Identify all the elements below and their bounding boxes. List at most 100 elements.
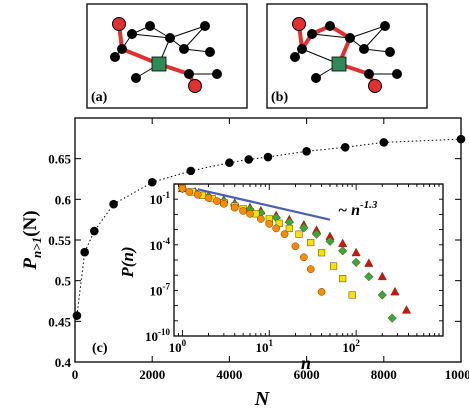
y-axis-title-main: P (20, 258, 41, 271)
graph-node (184, 69, 194, 79)
inset-y-tick-exp: -4 (163, 236, 171, 246)
inset-data-point-diamond (325, 236, 335, 246)
inset-x-tick-exp: 1 (269, 338, 274, 348)
inset-data-point-circle (178, 184, 187, 193)
inset-data-point-diamond (377, 290, 387, 300)
inset-data-point-circle (306, 265, 315, 274)
inset-x-tick-base: 10 (342, 340, 355, 355)
inset-y-tick-base: 10 (150, 192, 163, 207)
graph-edge (131, 33, 171, 39)
x-tick-label: 0 (72, 367, 79, 382)
graph-node (325, 21, 335, 31)
graph-node (311, 73, 321, 83)
inset-x-tick-label: 102 (342, 338, 360, 355)
highlighted-node (188, 79, 202, 93)
inset-data-point-triangle (390, 286, 400, 296)
inset-points (177, 183, 412, 323)
inset-y-tick-label: 10-4 (150, 236, 171, 253)
panel-b-label: (b) (271, 90, 288, 105)
main-data-point (456, 134, 466, 144)
panel-a: (a) (86, 3, 248, 109)
inset-data-point-square (330, 262, 338, 270)
y-tick-label: 0.65 (48, 152, 71, 167)
inset-data-point-square (295, 230, 303, 238)
network-graph-b (290, 17, 402, 93)
inset-data-point-diamond (364, 272, 374, 282)
inset-fit-line (197, 188, 331, 221)
inset-y-tick-label: 10-10 (145, 327, 170, 344)
central-square-node (151, 56, 167, 72)
graph-edge (169, 25, 206, 39)
main-data-point (147, 177, 157, 187)
inset-data-point-square (339, 275, 347, 283)
inset-x-tick-base: 10 (169, 340, 182, 355)
inset-y-tick-label: 10-1 (150, 190, 171, 207)
y-tick-label: 0.45 (48, 314, 71, 329)
y-tick-label: 0.55 (48, 233, 71, 248)
inset-data-point-circle (317, 288, 326, 296)
x-tick-label: 4000 (216, 367, 242, 382)
graph-node (212, 69, 222, 79)
graph-node (380, 21, 390, 31)
main-data-point (225, 158, 234, 168)
inset-data-point-circle (220, 199, 228, 208)
inset-data-point-triangle (351, 247, 361, 257)
inset-annotation-exp: -1.3 (360, 199, 378, 211)
inset-annotation: ~ n-1.3 (338, 199, 378, 219)
inset-data-point-circle (291, 242, 300, 251)
graph-node (127, 29, 137, 39)
main-data-point (109, 199, 118, 209)
main-data-point (186, 166, 196, 176)
y-axis-title: Pn>1(N) (20, 210, 44, 270)
x-axis-title: N (254, 388, 271, 410)
graph-node (392, 69, 402, 79)
graph-edge (349, 25, 386, 39)
y-tick-label: 0.4 (55, 355, 72, 370)
graph-node (359, 44, 369, 54)
main-data-point (379, 138, 389, 147)
inset-y-axis-title: P(n) (118, 246, 137, 278)
inset-x-tick-base: 10 (256, 340, 269, 355)
panel-c-label: (c) (92, 341, 108, 356)
inset-y-tick-base: 10 (145, 329, 158, 344)
inset-data-point-square (318, 249, 326, 257)
inset-data-point-circle (230, 203, 239, 212)
highlighted-node (112, 17, 126, 31)
graph-node (307, 29, 317, 39)
main-data-point (90, 226, 99, 236)
inset-y-tick-exp: -10 (158, 327, 170, 337)
graph-node (131, 73, 141, 83)
graph-node (205, 47, 215, 57)
graph-node (117, 44, 127, 54)
inset-data-point-circle (193, 190, 202, 199)
graph-node (200, 21, 210, 31)
central-square-node (331, 56, 347, 72)
inset-annotation-text: ~ n (338, 202, 360, 219)
x-tick-label: 8000 (371, 367, 397, 382)
inset-x-tick-label: 101 (256, 338, 274, 355)
graph-edge (311, 33, 351, 39)
inset-x-tick-label: 100 (169, 338, 187, 355)
inset-data-point-circle (213, 197, 221, 205)
inset-x-tick-exp: 2 (355, 338, 360, 348)
inset-data-point-circle (185, 188, 194, 196)
network-graph-a (110, 17, 222, 93)
inset-data-point-square (307, 239, 315, 247)
inset-y-tick-base: 10 (150, 238, 163, 253)
inset-data-point-diamond (311, 229, 322, 239)
main-data-point (244, 155, 253, 164)
y-tick-label: 0.6 (55, 192, 72, 207)
inset-data-point-circle (204, 194, 213, 202)
inset-data-point-square (285, 224, 293, 232)
inset-data-point-diamond (351, 257, 361, 268)
inset-data-point-circle (257, 215, 265, 223)
graph-node (290, 52, 300, 62)
inset-data-point-diamond (387, 313, 397, 323)
inset-data-point-circle (265, 219, 274, 228)
y-axis-title-sub: n>1 (29, 237, 44, 258)
x-tick-label: 2000 (139, 367, 165, 382)
graph-node (179, 44, 189, 54)
